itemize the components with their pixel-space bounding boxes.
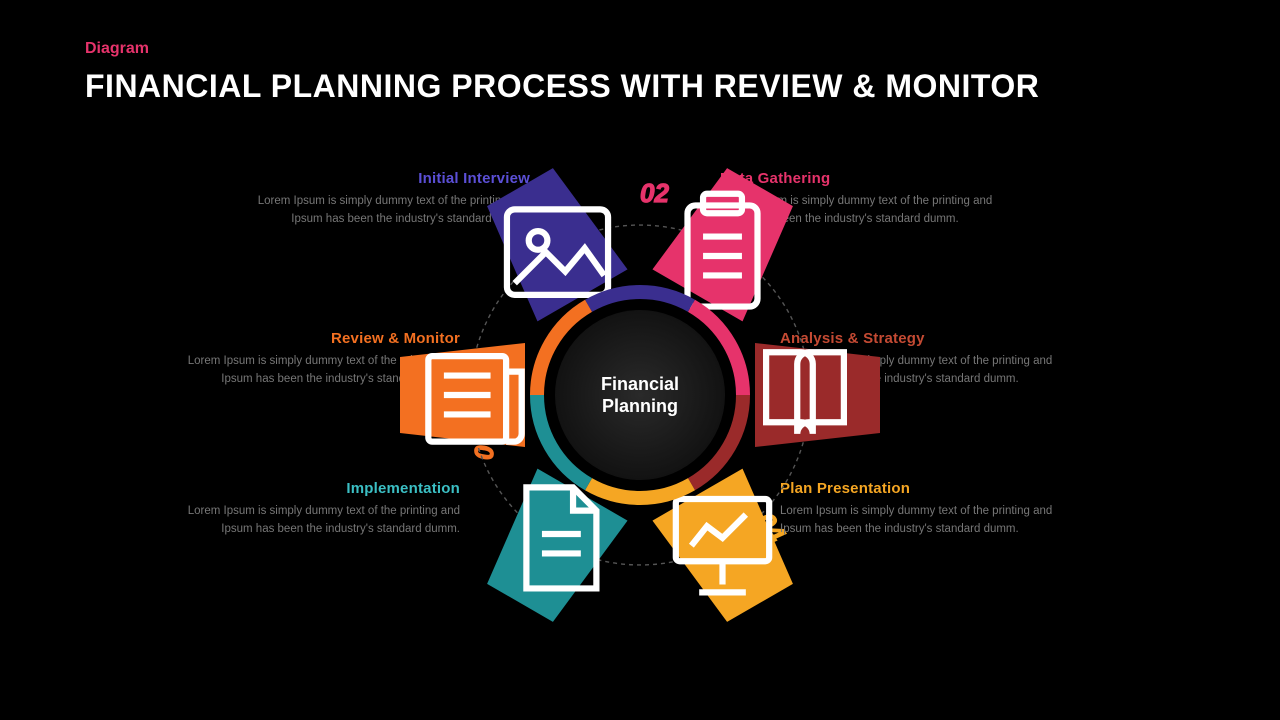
center-label: FinancialPlanning (601, 373, 679, 418)
radial-diagram: FinancialPlanning (390, 145, 890, 645)
kicker: Diagram (85, 40, 149, 58)
center-hub: FinancialPlanning (555, 310, 725, 480)
news-icon (405, 310, 545, 480)
slide: Diagram FINANCIAL PLANNING PROCESS WITH … (0, 0, 1280, 720)
page-title: FINANCIAL PLANNING PROCESS WITH REVIEW &… (85, 68, 1039, 105)
